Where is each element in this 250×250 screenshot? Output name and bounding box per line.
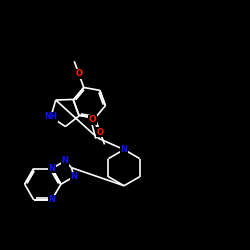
Text: N: N — [120, 145, 128, 154]
Text: O: O — [96, 128, 103, 136]
Text: O: O — [89, 116, 97, 124]
Text: N: N — [71, 172, 78, 181]
Text: NH: NH — [44, 112, 58, 121]
Text: N: N — [48, 196, 55, 204]
Text: N: N — [62, 156, 69, 165]
Text: O: O — [75, 69, 82, 78]
Text: N: N — [48, 164, 55, 173]
